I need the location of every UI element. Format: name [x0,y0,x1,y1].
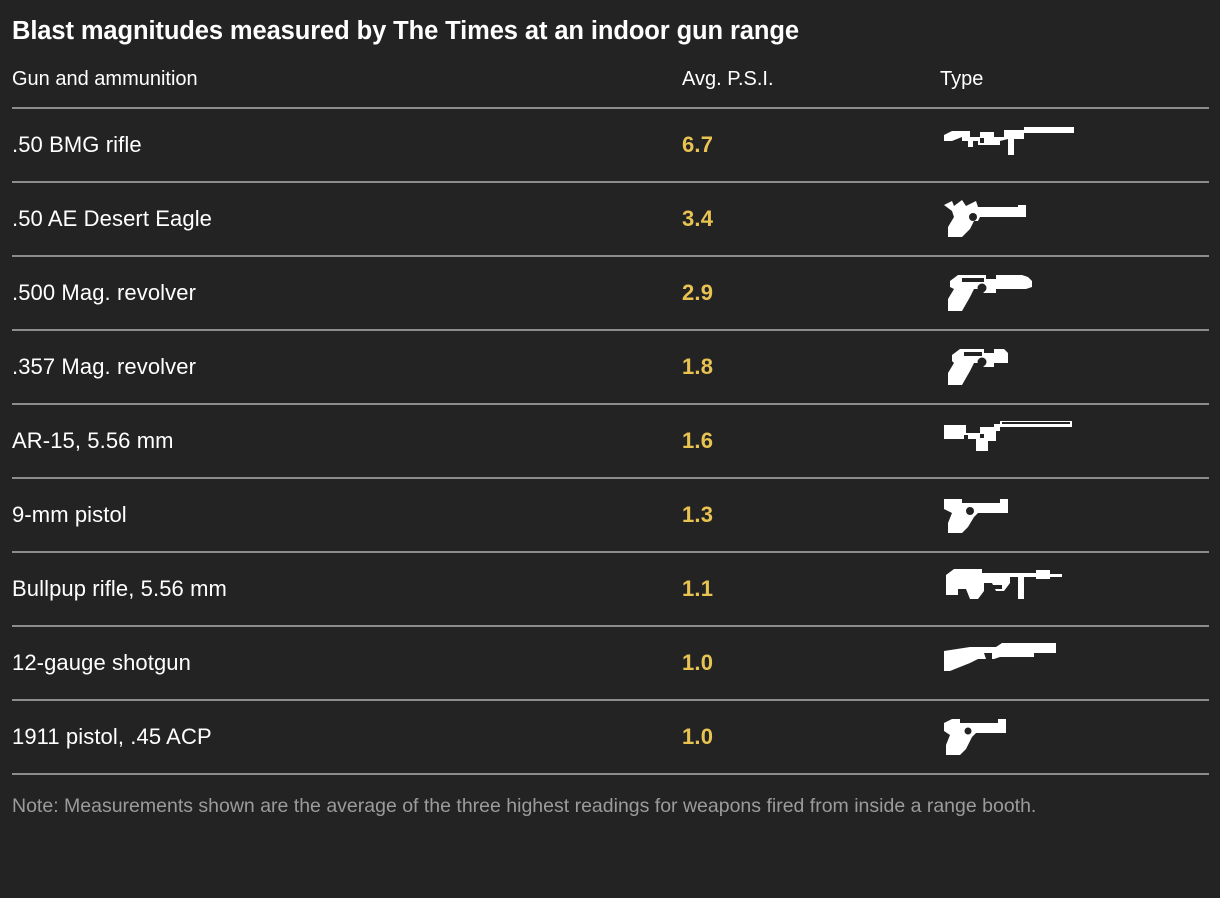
cell-type-icon [940,108,1209,182]
m1911-pistol-icon [944,719,1006,755]
table-row: 9-mm pistol 1.3 [12,478,1209,552]
table-row: .50 BMG rifle 6.7 [12,108,1209,182]
table-body: .50 BMG rifle 6.7 .50 AE Desert Eagle 3.… [12,108,1209,774]
table-note: Note: Measurements shown are the average… [12,795,1037,817]
column-header-type: Type [940,68,984,90]
cell-avg-psi: 1.0 [682,650,714,675]
column-header-avg-psi: Avg. P.S.I. [682,68,774,90]
table-row: 12-gauge shotgun 1.0 [12,626,1209,700]
cell-type-icon [940,700,1209,774]
table-row: AR-15, 5.56 mm 1.6 [12,404,1209,478]
cell-gun-name: .500 Mag. revolver [12,280,196,305]
shotgun-icon [944,643,1056,671]
cell-type-icon [940,256,1209,330]
bmg-rifle-icon [944,127,1074,155]
cell-type-icon [940,404,1209,478]
cell-gun-name: .357 Mag. revolver [12,354,196,379]
cell-avg-psi: 1.3 [682,502,714,527]
ar15-rifle-icon [944,421,1072,451]
cell-type-icon [940,626,1209,700]
long-barrel-revolver-icon [948,275,1032,311]
bullpup-rifle-icon [946,569,1062,599]
table-header-row: Gun and ammunition Avg. P.S.I. Type [12,68,1209,108]
table-row: .50 AE Desert Eagle 3.4 [12,182,1209,256]
cell-gun-name: Bullpup rifle, 5.56 mm [12,576,227,601]
semiauto-pistol-icon [944,499,1008,533]
cell-avg-psi: 2.9 [682,280,714,305]
cell-gun-name: AR-15, 5.56 mm [12,428,174,453]
cell-avg-psi: 1.6 [682,428,714,453]
cell-avg-psi: 6.7 [682,132,714,157]
table-row: Bullpup rifle, 5.56 mm 1.1 [12,552,1209,626]
cell-type-icon [940,182,1209,256]
column-header-gun-and-ammunition: Gun and ammunition [12,68,198,90]
table-row: .500 Mag. revolver 2.9 [12,256,1209,330]
cell-avg-psi: 1.1 [682,576,714,601]
blast-magnitudes-table: Gun and ammunition Avg. P.S.I. Type .50 … [12,68,1209,775]
table-row: .357 Mag. revolver 1.8 [12,330,1209,404]
cell-gun-name: 9-mm pistol [12,502,127,527]
cell-avg-psi: 1.8 [682,354,714,379]
desert-eagle-pistol-icon [944,200,1026,237]
cell-gun-name: .50 BMG rifle [12,132,142,157]
short-barrel-revolver-icon [948,349,1008,385]
cell-type-icon [940,330,1209,404]
cell-type-icon [940,552,1209,626]
table-row: 1911 pistol, .45 ACP 1.0 [12,700,1209,774]
cell-gun-name: 1911 pistol, .45 ACP [12,724,212,749]
cell-gun-name: 12-gauge shotgun [12,650,191,675]
cell-avg-psi: 1.0 [682,724,714,749]
cell-avg-psi: 3.4 [682,206,714,231]
page-title: Blast magnitudes measured by The Times a… [12,17,799,45]
cell-gun-name: .50 AE Desert Eagle [12,206,213,231]
cell-type-icon [940,478,1209,552]
table-header: Gun and ammunition Avg. P.S.I. Type [12,68,1209,108]
